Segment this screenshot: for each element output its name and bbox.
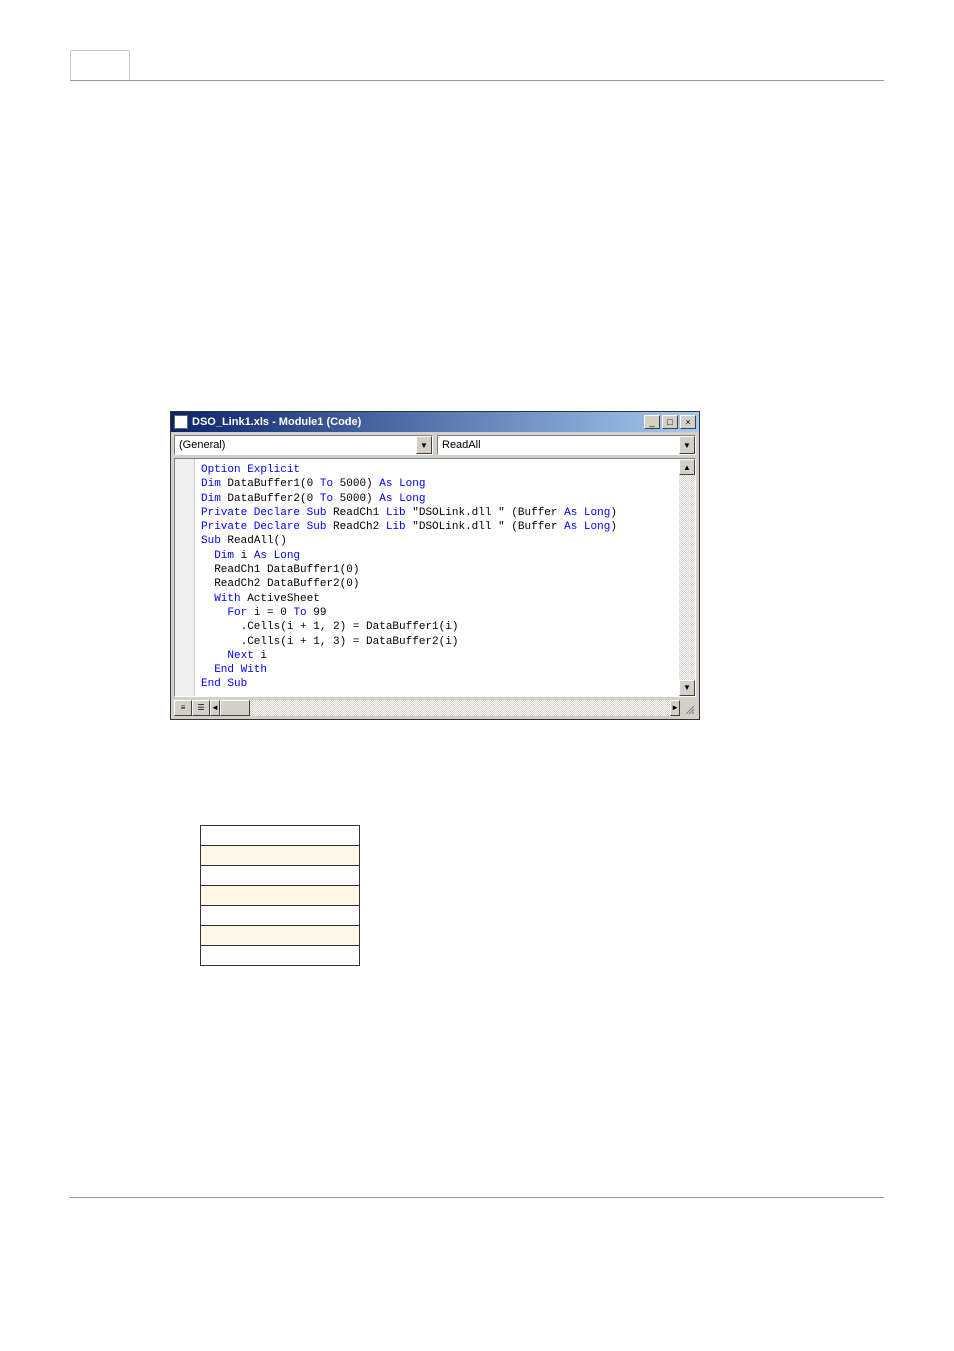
table-row xyxy=(201,925,360,945)
list-item xyxy=(220,1059,884,1073)
tab-header xyxy=(70,50,884,81)
scroll-up-button[interactable]: ▲ xyxy=(679,459,695,475)
view-buttons: ≡ ☰ xyxy=(174,700,210,716)
code-line: Option Explicit xyxy=(201,463,673,477)
paragraph xyxy=(170,1010,884,1026)
intro-section: DSO_Link1.xls - Module1 (Code) _ □ × (Ge… xyxy=(170,131,884,1137)
chevron-down-icon[interactable]: ▼ xyxy=(416,436,432,454)
table-cell xyxy=(201,905,360,925)
vertical-scrollbar[interactable]: ▲ ▼ xyxy=(679,459,695,696)
code-line: Dim i As Long xyxy=(201,549,673,563)
page-footer xyxy=(70,1197,884,1208)
paragraph xyxy=(170,350,884,367)
code-line: ReadCh2 DataBuffer2(0) xyxy=(201,577,673,591)
code-line: For i = 0 To 99 xyxy=(201,606,673,620)
dropdown-text: (General) xyxy=(175,436,416,454)
table-row xyxy=(201,905,360,925)
code-line: Sub ReadAll() xyxy=(201,534,673,548)
dropdown-text: ReadAll xyxy=(438,436,679,454)
table-row xyxy=(201,865,360,885)
code-content[interactable]: Option ExplicitDim DataBuffer1(0 To 5000… xyxy=(195,459,679,696)
paragraph xyxy=(170,764,884,780)
code-line: Dim DataBuffer1(0 To 5000) As Long xyxy=(201,477,673,491)
code-line: End Sub xyxy=(201,677,673,691)
scroll-right-button[interactable]: ► xyxy=(670,700,680,716)
maximize-button[interactable]: □ xyxy=(662,415,678,429)
bullet-list xyxy=(220,1059,884,1137)
title-bar-left: DSO_Link1.xls - Module1 (Code) xyxy=(174,415,361,429)
code-area: Option ExplicitDim DataBuffer1(0 To 5000… xyxy=(174,458,696,697)
table-cell xyxy=(201,845,360,865)
object-dropdown[interactable]: (General) ▼ xyxy=(174,435,433,455)
resize-grip-icon[interactable] xyxy=(680,700,696,716)
data-table xyxy=(200,825,360,966)
margin-indicator xyxy=(175,459,195,696)
paragraph xyxy=(170,740,884,757)
paragraph xyxy=(170,986,884,1003)
paragraph xyxy=(170,375,884,392)
scroll-left-button[interactable]: ◄ xyxy=(210,700,220,716)
paragraph xyxy=(170,326,884,343)
full-module-view-button[interactable]: ☰ xyxy=(192,700,210,716)
table-row xyxy=(201,945,360,965)
paragraph xyxy=(170,277,884,294)
table-cell xyxy=(201,945,360,965)
paragraph xyxy=(170,179,884,195)
procedure-dropdown[interactable]: ReadAll ▼ xyxy=(437,435,696,455)
page-tab xyxy=(70,50,130,80)
table-cell xyxy=(201,925,360,945)
tab-content xyxy=(130,50,160,80)
close-button[interactable]: × xyxy=(680,415,696,429)
code-line: .Cells(i + 1, 3) = DataBuffer2(i) xyxy=(201,635,673,649)
code-line: ReadCh1 DataBuffer1(0) xyxy=(201,563,673,577)
code-line: Dim DataBuffer2(0 To 5000) As Long xyxy=(201,492,673,506)
procedure-view-button[interactable]: ≡ xyxy=(174,700,192,716)
app-icon xyxy=(174,415,188,429)
scroll-down-button[interactable]: ▼ xyxy=(679,680,695,696)
code-line: End With xyxy=(201,663,673,677)
table-cell xyxy=(201,865,360,885)
title-buttons: _ □ × xyxy=(644,415,696,429)
table-row xyxy=(201,845,360,865)
paragraph xyxy=(170,228,884,245)
table-cell xyxy=(201,885,360,905)
paragraph xyxy=(170,788,884,805)
paragraph xyxy=(170,301,884,318)
dropdown-row: (General) ▼ ReadAll ▼ xyxy=(171,432,699,458)
code-line: Private Declare Sub ReadCh1 Lib "DSOLink… xyxy=(201,506,673,520)
code-line: .Cells(i + 1, 2) = DataBuffer1(i) xyxy=(201,620,673,634)
scroll-track[interactable] xyxy=(679,475,695,680)
list-item xyxy=(220,1123,884,1137)
title-bar: DSO_Link1.xls - Module1 (Code) _ □ × xyxy=(171,412,699,432)
minimize-button[interactable]: _ xyxy=(644,415,660,429)
table-cell xyxy=(201,825,360,845)
code-line: Next i xyxy=(201,649,673,663)
window-title: DSO_Link1.xls - Module1 (Code) xyxy=(192,416,361,428)
vba-code-window: DSO_Link1.xls - Module1 (Code) _ □ × (Ge… xyxy=(170,411,700,720)
list-item xyxy=(220,1091,884,1105)
code-line: With ActiveSheet xyxy=(201,592,673,606)
page-container: DSO_Link1.xls - Module1 (Code) _ □ × (Ge… xyxy=(0,0,954,1258)
paragraph xyxy=(170,131,884,147)
paragraph xyxy=(170,155,884,171)
bottom-bar: ≡ ☰ ◄ ► xyxy=(174,700,696,716)
table-row xyxy=(201,885,360,905)
paragraph xyxy=(170,252,884,269)
horizontal-scrollbar[interactable]: ◄ ► xyxy=(210,700,680,716)
code-line: Private Declare Sub ReadCh2 Lib "DSOLink… xyxy=(201,520,673,534)
scroll-track[interactable] xyxy=(250,700,670,716)
paragraph xyxy=(170,203,884,220)
chevron-down-icon[interactable]: ▼ xyxy=(679,436,695,454)
paragraph xyxy=(170,1034,884,1051)
table-row xyxy=(201,825,360,845)
scroll-thumb[interactable] xyxy=(220,700,250,716)
